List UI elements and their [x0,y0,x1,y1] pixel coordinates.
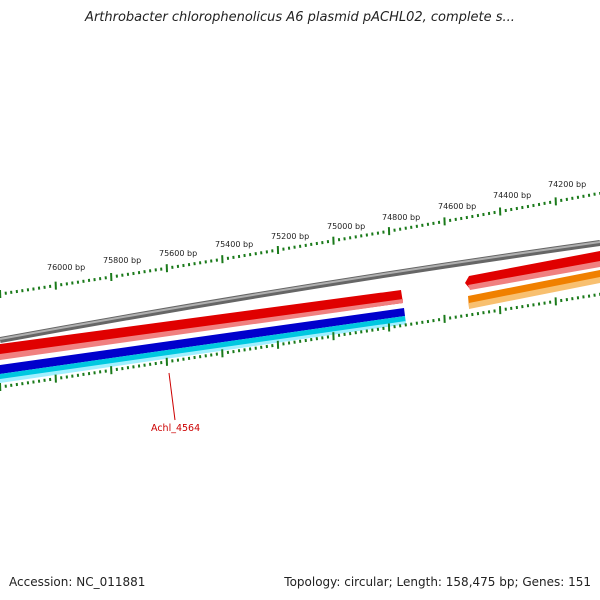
gene-label-leader [168,372,176,421]
tick-label-74200: 74200 bp [548,180,586,189]
tick-label-74600: 74600 bp [438,202,476,211]
tick-label-75000: 75000 bp [327,222,365,231]
gene-label-achl-4564[interactable]: Achl_4564 [151,423,200,434]
tick-label-75400: 75400 bp [215,240,253,249]
accession-text: Accession: NC_011881 [9,575,146,589]
tick-labels: 74200 bp 74400 bp 74600 bp 74800 bp 7500… [47,180,586,272]
tick-label-74400: 74400 bp [493,191,531,200]
gene-orange-right-shade [469,277,600,309]
gene-forward-right-shade [468,261,600,290]
gene-forward-left-shade [0,299,403,360]
tick-label-74800: 74800 bp [382,213,420,222]
outer-tick-ring [0,191,600,299]
gene-cyan-left-shade [0,321,406,383]
tick-label-75200: 75200 bp [271,232,309,241]
map-title: Arthrobacter chlorophenolicus A6 plasmid… [85,10,515,25]
tick-label-75800: 75800 bp [103,256,141,265]
tick-label-76000: 76000 bp [47,263,85,272]
topology-text: Topology: circular; Length: 158,475 bp; … [284,575,591,589]
inner-tick-ring [0,292,600,392]
gene-blue-left[interactable] [0,308,405,374]
backbone-ring-highlight [0,241,600,340]
tick-label-75600: 75600 bp [159,249,197,258]
